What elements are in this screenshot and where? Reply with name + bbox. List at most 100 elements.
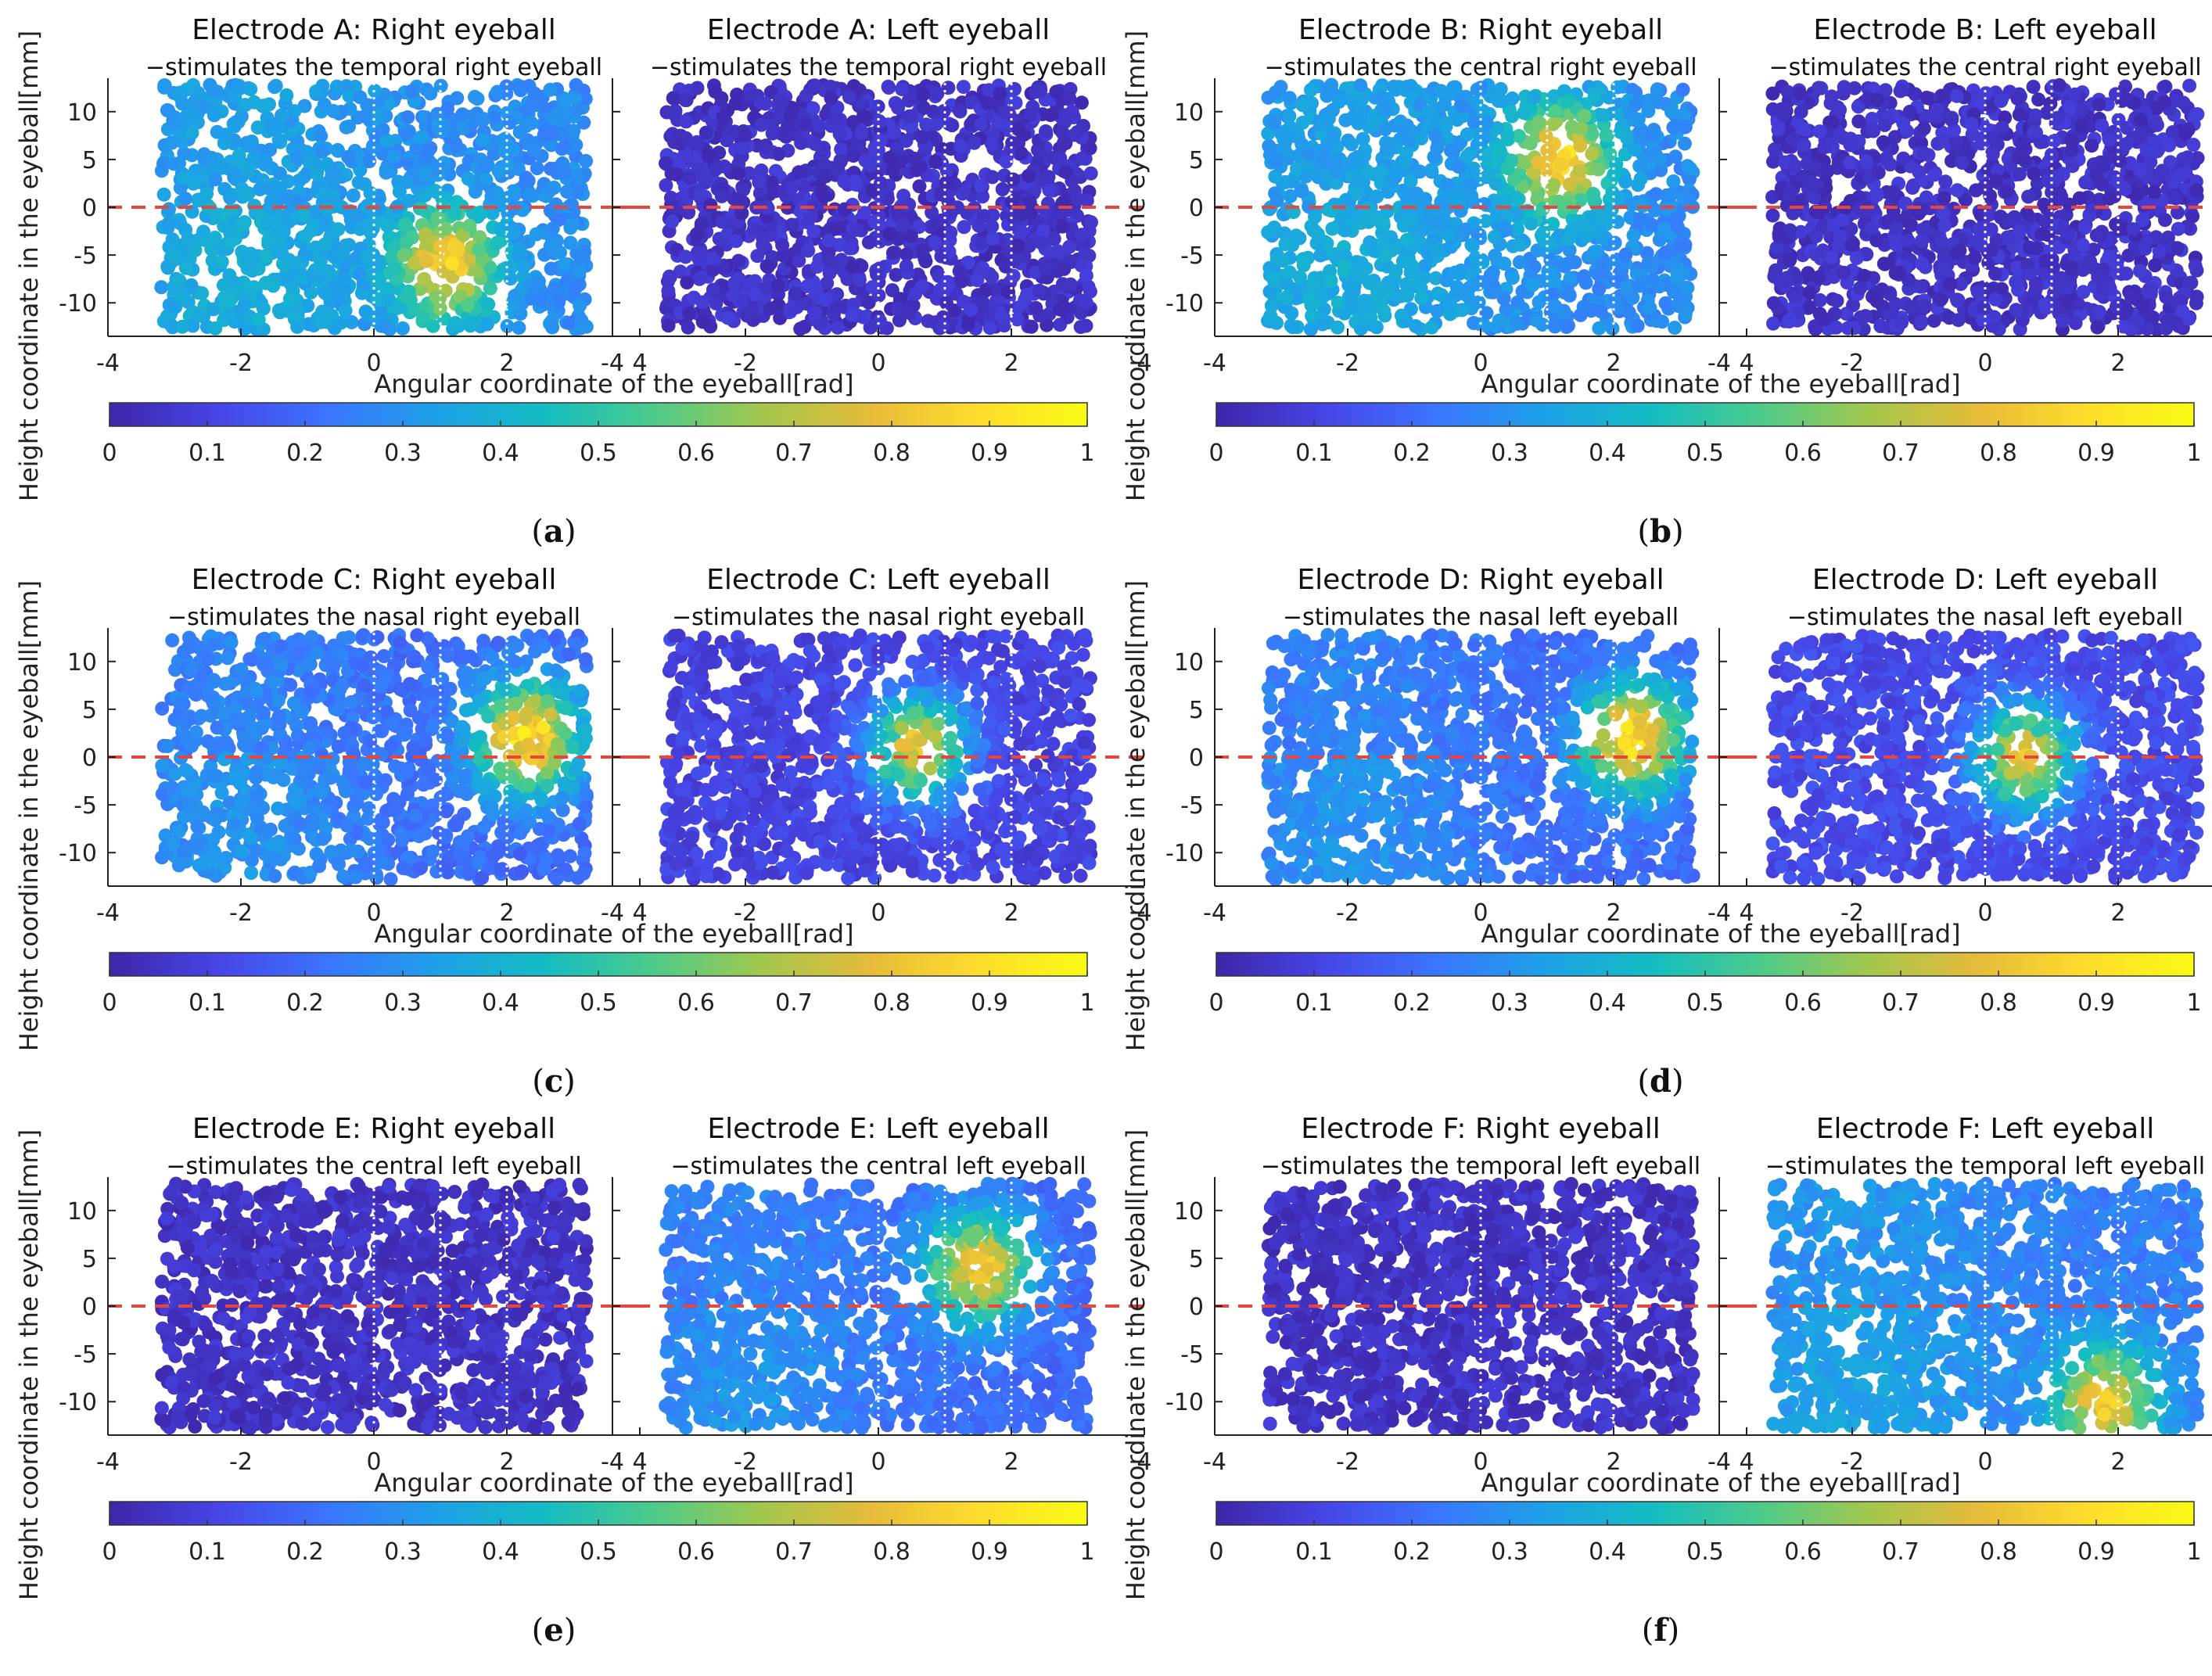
data-point: [157, 78, 172, 93]
data-point: [1366, 109, 1381, 124]
data-point: [914, 130, 929, 145]
data-point: [1510, 295, 1525, 310]
data-point: [1628, 98, 1643, 112]
data-point: [1443, 86, 1458, 101]
data-point: [661, 318, 676, 333]
data-point: [341, 149, 356, 164]
data-point: [2052, 78, 2067, 92]
data-point: [545, 320, 560, 335]
data-point: [817, 188, 831, 203]
y-tick-label: -5: [74, 242, 97, 270]
data-point: [891, 100, 906, 115]
data-point: [709, 296, 724, 310]
data-point: [1675, 82, 1690, 97]
data-point: [870, 267, 884, 282]
data-point: [818, 169, 833, 184]
y-tick-label: 0: [1189, 195, 1204, 222]
data-point: [568, 92, 583, 106]
data-point: [513, 307, 528, 321]
data-point: [1573, 138, 1588, 153]
data-point: [185, 318, 200, 333]
data-point: [1359, 163, 1374, 178]
data-point: [404, 84, 419, 99]
data-point: [238, 321, 253, 336]
x-tick-label: 0: [871, 350, 885, 377]
data-point: [490, 185, 505, 200]
data-point: [2171, 221, 2185, 236]
data-point: [542, 183, 557, 198]
data-point: [175, 319, 189, 334]
data-point: [720, 310, 735, 325]
data-point: [166, 116, 181, 131]
data-point: [244, 135, 259, 149]
data-point: [720, 133, 734, 148]
data-point: [1950, 293, 1965, 308]
data-point: [1591, 162, 1606, 177]
data-point: [952, 264, 967, 278]
data-point: [703, 198, 718, 213]
y-axis-label: Height coordinate in the eyeball[mm]: [14, 31, 44, 501]
data-point: [1670, 211, 1685, 226]
data-point: [2187, 109, 2202, 124]
data-point: [308, 240, 323, 255]
data-point: [573, 298, 587, 313]
data-point: [1304, 83, 1318, 97]
data-point: [1525, 278, 1540, 292]
data-point: [1477, 197, 1492, 211]
data-point: [1261, 90, 1276, 105]
data-point: [444, 256, 459, 271]
data-point: [399, 289, 413, 304]
data-point: [858, 153, 873, 168]
data-point: [214, 254, 229, 269]
colorbar-tick-label: 0.6: [677, 440, 715, 467]
data-point: [1306, 223, 1321, 238]
data-point: [481, 297, 496, 312]
data-point: [575, 319, 589, 334]
data-point: [568, 281, 583, 296]
data-point: [1579, 228, 1594, 243]
data-point: [887, 125, 902, 140]
data-point: [1411, 190, 1426, 205]
x-tick-label: -2: [1336, 350, 1359, 377]
data-point: [778, 129, 793, 144]
data-point: [1499, 192, 1514, 206]
data-point: [1399, 277, 1413, 292]
data-point: [833, 154, 848, 169]
data-point: [812, 119, 827, 134]
data-point: [197, 153, 212, 167]
data-point: [415, 310, 430, 325]
data-point: [433, 78, 448, 93]
data-point: [1338, 113, 1353, 127]
data-point: [1561, 318, 1575, 333]
data-point: [1029, 300, 1043, 315]
data-point: [1042, 183, 1057, 198]
data-point: [1302, 291, 1316, 306]
data-point: [525, 96, 540, 111]
data-point: [1024, 319, 1039, 334]
data-point: [1905, 181, 1920, 195]
data-point: [695, 314, 710, 329]
data-point: [689, 227, 704, 242]
data-point: [808, 306, 823, 321]
data-point: [692, 271, 707, 286]
data-point: [661, 283, 676, 298]
data-point: [569, 138, 584, 153]
data-point: [1057, 261, 1072, 276]
data-point: [750, 249, 765, 264]
data-point: [1510, 316, 1524, 331]
data-point: [1548, 104, 1563, 119]
data-point: [899, 134, 914, 149]
data-point: [727, 276, 742, 291]
data-point: [1632, 278, 1646, 293]
data-point: [162, 202, 176, 217]
data-point: [513, 83, 528, 98]
data-point: [771, 146, 786, 161]
data-point: [1668, 321, 1682, 336]
data-point: [1664, 105, 1679, 120]
data-point: [928, 235, 943, 249]
data-point: [2188, 258, 2203, 273]
data-point: [1399, 154, 1413, 169]
data-point: [882, 81, 896, 95]
data-point: [1377, 303, 1391, 318]
